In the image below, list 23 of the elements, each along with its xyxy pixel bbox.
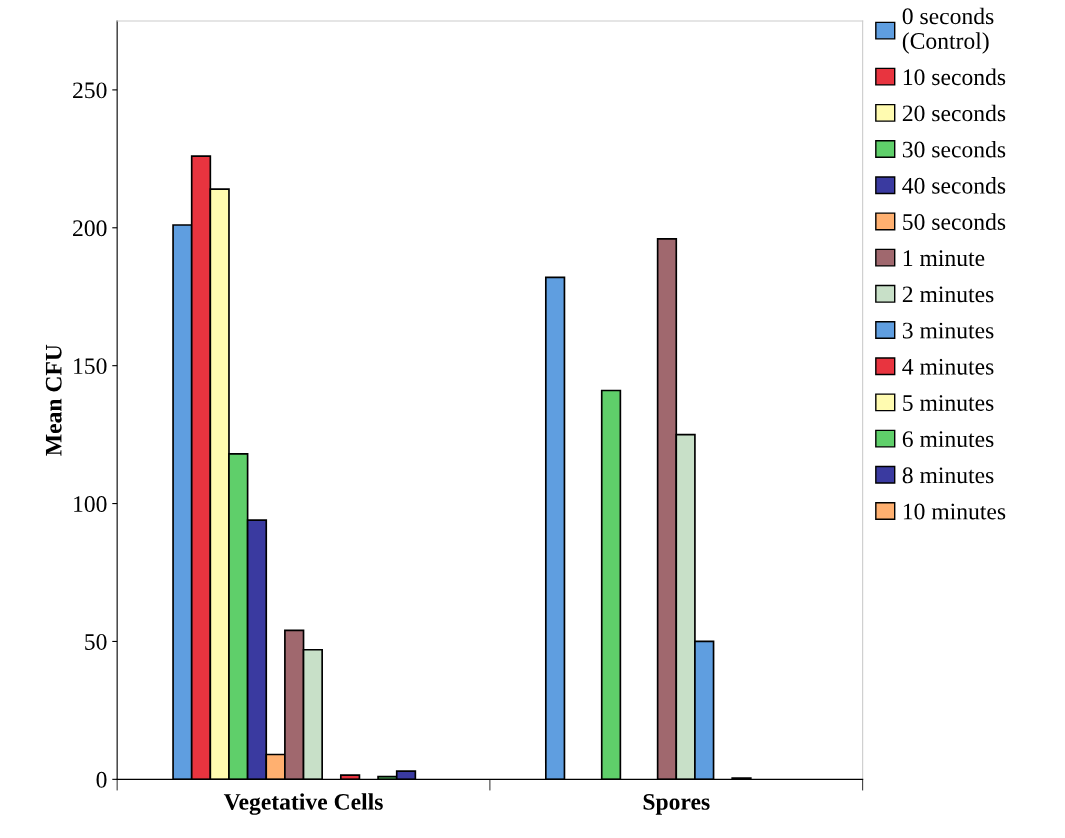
legend-label: 4 minutes xyxy=(902,358,994,375)
legend-label: 6 minutes xyxy=(902,431,994,448)
legend-label: 40 seconds xyxy=(902,177,1006,194)
y-tick-label: 250 xyxy=(73,82,107,99)
legend-label: 30 seconds xyxy=(902,140,1006,158)
legend-label: 8 minutes xyxy=(902,467,994,484)
x-tick-label: Vegetative Cells xyxy=(223,793,383,815)
legend-label: 50 seconds xyxy=(903,213,1006,230)
y-tick-label: 50 xyxy=(85,633,107,650)
y-tick-label: 200 xyxy=(73,220,107,237)
legend-label: 5 minutes xyxy=(903,395,994,411)
x-tick-label: Spores xyxy=(643,793,710,815)
y-tick-label: 150 xyxy=(74,358,107,375)
legend-label: 20 seconds xyxy=(902,104,1006,122)
legend-label: 10 minutes xyxy=(903,503,1006,520)
y-axis-title: Mean CFU xyxy=(45,344,62,456)
legend-label: 1 minute xyxy=(903,250,985,267)
y-tick-label: 100 xyxy=(74,496,107,512)
y-tick-label: 0 xyxy=(96,771,107,788)
legend-label: 2 minutes xyxy=(902,286,994,303)
legend-label: 0 seconds (Control) xyxy=(902,7,994,54)
legend-label: 10 seconds xyxy=(903,68,1006,86)
legend-label: 3 minutes xyxy=(902,322,994,339)
